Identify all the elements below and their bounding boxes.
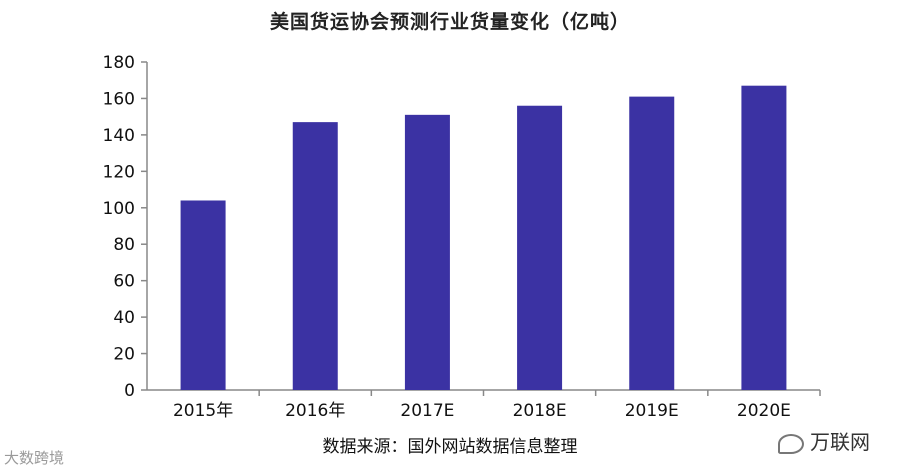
- y-tick-label: 80: [113, 235, 135, 255]
- chart-axes: [146, 62, 820, 391]
- x-tick-label: 2017E: [400, 401, 454, 421]
- watermark-right: 万联网: [778, 426, 870, 455]
- source-note: 数据来源：国外网站数据信息整理: [322, 437, 578, 457]
- y-tick-label: 40: [113, 308, 135, 328]
- watermark-left: 大数跨境: [4, 447, 64, 468]
- watermark-left-text: 大数跨境: [4, 449, 65, 467]
- bar: [180, 200, 226, 390]
- y-tick-label: 100: [103, 199, 135, 219]
- wechat-icon: [778, 433, 804, 454]
- bar: [292, 122, 338, 390]
- x-tick-label: 2016年: [285, 401, 345, 421]
- x-tick-label: 2015年: [173, 401, 233, 421]
- x-tick-label: 2018E: [513, 401, 567, 421]
- chart-bars: [180, 85, 787, 390]
- y-tick-label: 20: [113, 345, 135, 365]
- y-tick-label: 160: [103, 89, 135, 109]
- bar: [404, 114, 450, 390]
- x-tick-label: 2019E: [625, 401, 679, 421]
- y-tick-label: 0: [124, 381, 135, 401]
- bar: [629, 96, 675, 390]
- bar: [741, 85, 787, 390]
- y-tick-label: 60: [113, 272, 135, 292]
- chart-title: 美国货运协会预测行业货量变化（亿吨）: [269, 11, 630, 33]
- bar: [517, 105, 563, 390]
- watermark-right-text: 万联网: [810, 430, 870, 454]
- y-tick-label: 140: [103, 126, 135, 146]
- y-axis-ticks: 0 20 40 60 80 100 120 140 160 180: [103, 53, 147, 401]
- x-tick-label: 2020E: [737, 401, 791, 421]
- x-axis-ticks: 2015年 2016年 2017E 2018E 2019E 2020E: [173, 390, 821, 421]
- y-tick-label: 180: [103, 53, 135, 73]
- y-tick-label: 120: [103, 162, 135, 182]
